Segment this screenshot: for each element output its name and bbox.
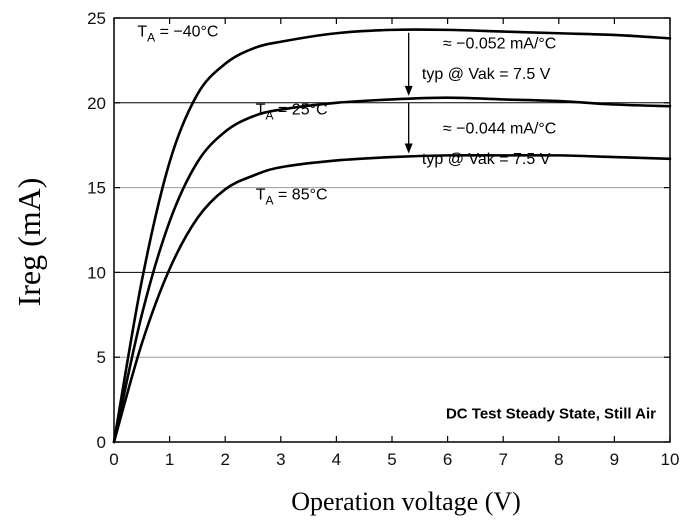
x-tick-label-7: 7	[498, 450, 507, 469]
x-tick-label-0: 0	[109, 450, 118, 469]
y-tick-label-10: 10	[87, 263, 106, 282]
arrow-head-1	[404, 85, 413, 96]
x-tick-label-10: 10	[661, 450, 680, 469]
series-line-ta-25	[112, 96, 672, 444]
test-condition-note: DC Test Steady State, Still Air	[446, 405, 656, 422]
series-line-ta-85	[112, 153, 672, 444]
annotation-coefficient-2: ≈ −0.044 mA/°C	[443, 120, 556, 137]
x-tick-label-4: 4	[332, 450, 341, 469]
y-tick-label-25: 25	[87, 9, 106, 28]
x-tick-label-8: 8	[554, 450, 563, 469]
y-axis-title: Ireg (mA)	[11, 178, 47, 307]
y-tick-label-15: 15	[87, 179, 106, 198]
curve-label-ta-25: TA = 25°C	[256, 102, 328, 123]
y-tick-label-0: 0	[97, 433, 106, 452]
annotation-coefficient-1: ≈ −0.052 mA/°C	[443, 36, 556, 53]
x-tick-label-3: 3	[276, 450, 285, 469]
y-tick-label-20: 20	[87, 94, 106, 113]
x-tick-label-1: 1	[165, 450, 174, 469]
curve-label-ta-minus40: TA = −40°C	[137, 24, 218, 45]
x-axis-title: Operation voltage (V)	[291, 487, 521, 516]
y-tick-label-5: 5	[97, 348, 106, 367]
plot-frame	[113, 17, 671, 443]
x-tick-label-6: 6	[443, 450, 452, 469]
series-line-ta-minus40	[112, 28, 672, 444]
x-tick-label-5: 5	[387, 450, 396, 469]
curve-label-ta-85: TA = 85°C	[256, 186, 328, 207]
x-tick-label-2: 2	[220, 450, 229, 469]
annotation-condition-1: typ @ Vak = 7.5 V	[422, 66, 551, 83]
annotation-condition-2: typ @ Vak = 7.5 V	[422, 151, 551, 168]
arrow-head-2	[404, 143, 413, 154]
x-tick-label-9: 9	[610, 450, 619, 469]
